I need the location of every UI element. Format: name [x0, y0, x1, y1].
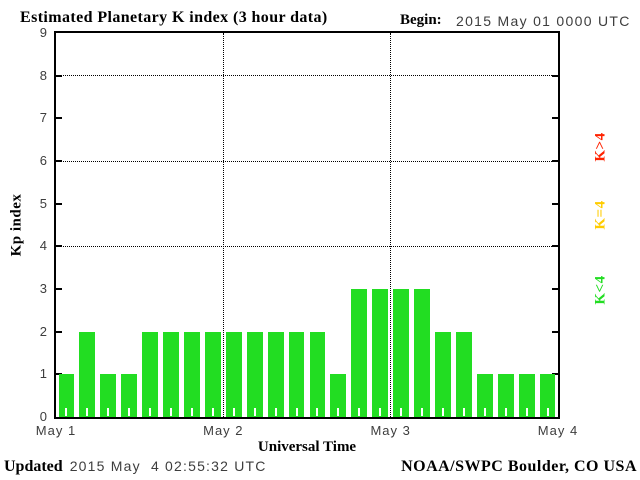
y-tick-right [552, 160, 558, 162]
y-tick-label: 0 [39, 409, 47, 424]
x-minor-tick [337, 408, 340, 416]
kp-bar [204, 331, 221, 417]
kp-bar [184, 331, 200, 417]
legend-k-eq-4: K=4 [592, 200, 609, 230]
x-minor-tick [379, 408, 382, 416]
gridline-k8 [56, 75, 558, 77]
y-tick-left [56, 245, 62, 248]
kp-bar [414, 289, 430, 417]
x-minor-tick [483, 408, 486, 416]
x-tick-label: May 3 [370, 423, 411, 438]
x-minor-tick [295, 408, 298, 416]
y-tick-label: 9 [39, 25, 47, 40]
kp-bar [121, 374, 138, 417]
x-minor-tick [462, 408, 465, 416]
y-tick-right [552, 74, 558, 77]
plot-area [54, 31, 560, 419]
y-tick-right [552, 245, 558, 248]
kp-bar [288, 331, 305, 417]
x-minor-tick [149, 408, 152, 416]
x-minor-tick [274, 408, 277, 416]
chart-title: Estimated Planetary K index (3 hour data… [20, 9, 328, 26]
x-tick-label: May 2 [203, 423, 244, 438]
x-tick-label: May 4 [537, 423, 579, 438]
x-axis-title: Universal Time [257, 439, 357, 455]
begin-label: Begin: [400, 12, 442, 28]
y-tick-right [552, 330, 558, 333]
x-minor-tick [128, 408, 131, 416]
kp-bar [435, 331, 451, 417]
kp-bar [246, 331, 263, 417]
x-minor-tick [253, 408, 256, 416]
x-minor-tick [65, 408, 68, 416]
kp-bar [100, 374, 117, 417]
updated-line: Updated 2015 May 4 02:55:32 UTC [4, 458, 267, 476]
kp-bar [58, 374, 75, 417]
y-tick-left [56, 288, 62, 290]
x-minor-tick [170, 408, 173, 416]
gridline-k6 [56, 160, 558, 162]
kp-bar [142, 331, 159, 417]
y-tick-label: 3 [39, 281, 47, 296]
x-tick-label: May 1 [35, 423, 77, 438]
day-boundary-line [222, 33, 224, 417]
x-minor-tick [400, 408, 403, 416]
y-tick-right [552, 202, 558, 205]
y-tick-label: 6 [39, 153, 47, 168]
x-minor-tick [190, 408, 193, 416]
legend-k-gt-4: K>4 [592, 132, 609, 162]
begin-value: 2015 May 01 0000 UTC [456, 13, 631, 29]
y-tick-right [552, 373, 558, 376]
y-tick-label: 1 [39, 366, 47, 382]
y-tick-label: 4 [39, 238, 47, 254]
kp-bar [539, 374, 556, 417]
x-minor-tick [504, 408, 507, 416]
y-tick-left [56, 202, 62, 205]
kp-bar [372, 289, 389, 417]
y-tick-left [56, 160, 62, 162]
kp-bar [225, 331, 242, 417]
y-tick-label: 5 [39, 195, 47, 211]
kp-bar [476, 374, 493, 417]
x-minor-tick [525, 408, 528, 416]
x-minor-tick [316, 408, 319, 416]
y-tick-left [56, 117, 62, 120]
kp-bar [330, 374, 347, 417]
gridline-k4 [56, 245, 558, 247]
updated-label: Updated [4, 458, 63, 475]
kp-bar [351, 289, 368, 417]
x-minor-tick [86, 408, 89, 416]
y-tick-right [552, 288, 558, 290]
day-boundary-line [390, 33, 392, 417]
x-minor-tick [421, 408, 424, 416]
kp-bar [393, 289, 410, 417]
legend-k-lt-4: K<4 [592, 275, 609, 305]
y-tick-left [56, 74, 62, 77]
x-minor-tick [107, 408, 110, 416]
y-tick-right [552, 117, 558, 120]
kp-bar [163, 331, 179, 417]
y-tick-label: 7 [39, 110, 47, 126]
y-tick-left [56, 373, 62, 376]
x-minor-tick [211, 408, 214, 416]
updated-value: 2015 May 4 02:55:32 UTC [69, 458, 267, 474]
x-minor-tick [441, 408, 444, 416]
y-tick-label: 8 [39, 67, 47, 83]
x-minor-tick [546, 408, 549, 416]
source-text: NOAA/SWPC Boulder, CO USA [401, 458, 637, 475]
y-tick-label: 2 [39, 323, 47, 339]
kp-bar [455, 331, 472, 417]
kp-bar [518, 374, 535, 417]
kp-bar [309, 331, 326, 417]
kp-bar [79, 331, 96, 417]
kp-bar [497, 374, 514, 417]
kp-bar [267, 331, 284, 417]
x-minor-tick [232, 408, 235, 416]
y-tick-left [56, 330, 62, 333]
x-minor-tick [358, 408, 361, 416]
